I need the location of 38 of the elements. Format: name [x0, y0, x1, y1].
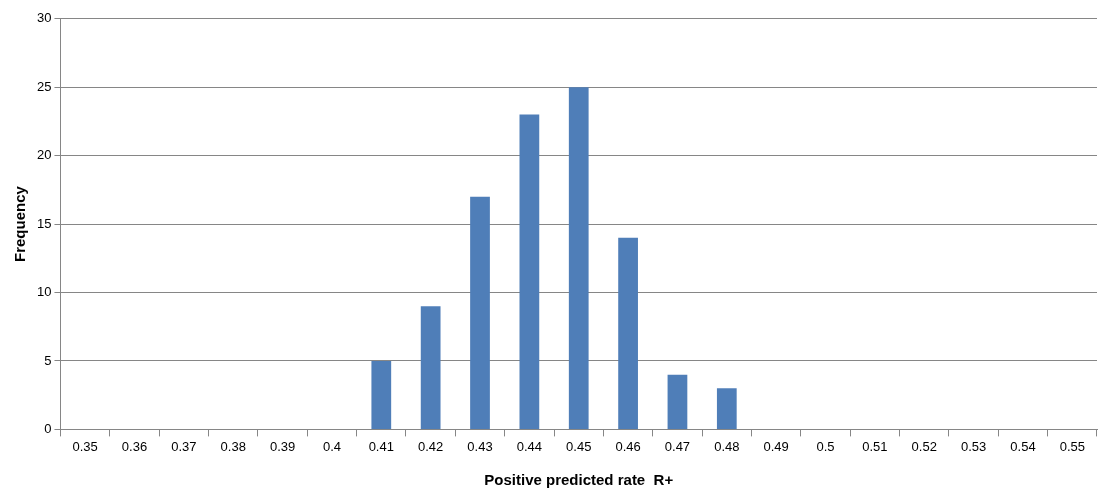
- x-tick-label: 0.46: [615, 438, 641, 454]
- x-tick-label: 0.53: [960, 438, 987, 454]
- bar: [519, 114, 540, 429]
- x-tick-label: 0.49: [763, 438, 789, 454]
- x-axis-title: Positive predicted rate R+: [484, 471, 674, 489]
- x-tick-label: 0.47: [664, 438, 691, 454]
- y-tick-label: 25: [36, 78, 52, 94]
- y-tick-label: 20: [36, 147, 52, 163]
- x-tick-label: 0.51: [862, 438, 888, 454]
- y-tick-label: 0: [44, 420, 52, 436]
- bar: [420, 306, 441, 429]
- bar: [667, 374, 688, 429]
- y-tick-label: 5: [44, 352, 52, 368]
- x-tick-label: 0.35: [72, 438, 98, 454]
- x-tick-label: 0.41: [368, 438, 394, 454]
- x-tick-label: 0.37: [171, 438, 197, 454]
- x-tick-label: 0.48: [714, 438, 740, 454]
- bar: [371, 360, 392, 429]
- x-tick-label: 0.38: [220, 438, 246, 454]
- y-axis-title: Frequency: [11, 185, 29, 263]
- x-tick-label: 0.55: [1059, 438, 1085, 454]
- x-tick-label: 0.52: [911, 438, 937, 454]
- bar: [716, 388, 737, 429]
- x-tick-label: 0.39: [269, 438, 296, 454]
- x-tick-label: 0.42: [418, 438, 444, 454]
- y-tick-label: 15: [36, 215, 52, 231]
- x-tick-label: 0.43: [467, 438, 493, 454]
- x-tick-label: 0.44: [516, 438, 543, 454]
- bar: [470, 196, 490, 429]
- x-tick-label: 0.5: [816, 438, 835, 454]
- bar: [618, 237, 638, 429]
- x-tick-label: 0.4: [322, 438, 341, 454]
- x-tick-label: 0.45: [566, 438, 592, 454]
- y-tick-label: 30: [36, 10, 52, 26]
- y-tick-label: 10: [36, 284, 52, 300]
- x-tick-label: 0.54: [1010, 438, 1036, 454]
- x-tick-label: 0.36: [121, 438, 148, 454]
- bar: [568, 87, 589, 429]
